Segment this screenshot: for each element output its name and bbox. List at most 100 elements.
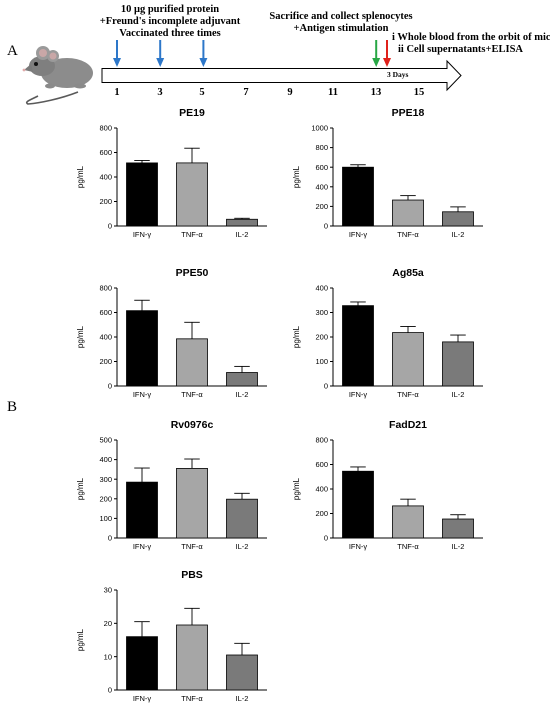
category-label: TNF-α: [181, 390, 203, 399]
day-label: 15: [414, 87, 425, 98]
y-tick-label: 200: [315, 202, 328, 211]
panel-label-b: B: [7, 399, 18, 415]
bar: [126, 310, 158, 387]
timeline-panel: A 1 3 5 7 9 11 13 15 3 Days 10 μg purifi…: [7, 4, 550, 105]
y-tick-label: 800: [315, 143, 328, 152]
y-tick-label: 400: [99, 333, 112, 342]
category-label: IL-2: [452, 542, 465, 551]
bar: [392, 505, 424, 539]
y-tick-label: 400: [99, 455, 112, 464]
day-label: 11: [328, 87, 338, 98]
y-tick-label: 0: [324, 222, 328, 231]
y-tick-label: 0: [324, 534, 328, 543]
chart-fadd21: FadD21 pg/mL 0 200 400 600 800 IFN-γ TNF-α IL-2: [292, 419, 483, 551]
bar: [392, 332, 424, 387]
bar: [442, 518, 474, 539]
y-tick-label: 600: [99, 308, 112, 317]
chart-title: Ag85a: [392, 267, 424, 279]
bar: [176, 624, 208, 691]
category-label: TNF-α: [397, 390, 419, 399]
y-tick-label: 600: [99, 148, 112, 157]
chart-rv0976c: Rv0976c pg/mL 0 100 200 300 400 500 IFN-γ TNF-α IL…: [76, 419, 267, 551]
bar: [442, 341, 474, 387]
bar: [226, 654, 258, 691]
day-label: 3: [157, 87, 162, 98]
category-label: IFN-γ: [349, 230, 368, 239]
y-tick-label: 800: [315, 436, 328, 445]
chart-ppe50: PPE50 pg/mL 0 200 400 600 800 IFN-γ TNF-α IL-2: [76, 267, 267, 399]
bar: [126, 481, 158, 539]
chart-title: Rv0976c: [171, 419, 214, 431]
bar: [342, 305, 374, 387]
y-tick-label: 200: [99, 197, 112, 206]
y-tick-label: 800: [99, 124, 112, 133]
protocol-line-1: 10 μg purified protein: [121, 4, 219, 15]
bar: [126, 162, 158, 227]
category-label: IL-2: [452, 230, 465, 239]
y-tick-label: 0: [108, 222, 112, 231]
y-tick-label: 600: [315, 460, 328, 469]
category-label: IFN-γ: [133, 390, 152, 399]
y-tick-label: 100: [315, 357, 328, 366]
day-label: 13: [371, 87, 382, 98]
event-arrows: [113, 40, 391, 67]
category-label: IFN-γ: [349, 390, 368, 399]
bar: [342, 166, 374, 227]
sampling-line-2: ii Cell supernatants+ELISA: [398, 44, 523, 55]
chart-pe19: PE19 pg/mL 0 200 400 600 800 IFN-γ TNF-α IL-2: [76, 107, 267, 239]
y-axis-label: pg/mL: [292, 165, 301, 188]
y-axis-label: pg/mL: [76, 165, 85, 188]
y-tick-label: 100: [99, 514, 112, 523]
day-label: 5: [199, 87, 204, 98]
bar: [226, 218, 258, 227]
sampling-line-1: i Whole blood from the orbit of mice: [392, 32, 550, 43]
protocol-line-2: +Freund's incomplete adjuvant: [100, 16, 241, 27]
y-tick-label: 200: [99, 494, 112, 503]
category-label: TNF-α: [397, 230, 419, 239]
y-tick-label: 200: [315, 509, 328, 518]
y-axis-label: pg/mL: [76, 325, 85, 348]
bar: [226, 372, 258, 387]
chart-title: PPE50: [176, 267, 209, 279]
y-axis-label: pg/mL: [76, 628, 85, 651]
category-label: IL-2: [236, 694, 249, 703]
day-label: 9: [287, 87, 292, 98]
y-axis-label: pg/mL: [76, 477, 85, 500]
category-label: IFN-γ: [349, 542, 368, 551]
y-tick-label: 300: [315, 308, 328, 317]
y-tick-label: 400: [315, 284, 328, 293]
bar: [442, 211, 474, 227]
category-label: IL-2: [236, 230, 249, 239]
category-label: IL-2: [236, 390, 249, 399]
gap-label: 3 Days: [387, 70, 409, 79]
category-label: TNF-α: [181, 230, 203, 239]
bar: [342, 470, 374, 539]
day-label: 1: [114, 87, 119, 98]
y-tick-label: 400: [315, 485, 328, 494]
y-tick-label: 400: [315, 182, 328, 191]
y-tick-label: 10: [104, 652, 112, 661]
y-tick-label: 0: [324, 382, 328, 391]
mouse-icon: [22, 46, 93, 105]
category-label: TNF-α: [181, 542, 203, 551]
sacrifice-arrow: [372, 40, 381, 67]
y-tick-label: 0: [108, 534, 112, 543]
category-label: IFN-γ: [133, 694, 152, 703]
y-tick-label: 800: [99, 284, 112, 293]
y-tick-label: 30: [104, 586, 112, 595]
y-axis-label: pg/mL: [292, 325, 301, 348]
sacrifice-line-2: +Antigen stimulation: [294, 23, 389, 34]
bar: [176, 162, 208, 227]
chart-ppe18: PPE18 pg/mL 0 200 400 600 800 1000 IFN-γ TNF-α IL-…: [292, 107, 483, 239]
y-tick-label: 0: [108, 686, 112, 695]
y-tick-label: 20: [104, 619, 112, 628]
bar: [226, 498, 258, 539]
y-tick-label: 1000: [311, 124, 328, 133]
category-label: TNF-α: [181, 694, 203, 703]
chart-title: PBS: [181, 569, 203, 581]
bar: [392, 199, 424, 227]
vaccination-arrow: [156, 40, 165, 67]
category-label: IL-2: [236, 542, 249, 551]
sacrifice-line-1: Sacrifice and collect splenocytes: [269, 11, 412, 22]
